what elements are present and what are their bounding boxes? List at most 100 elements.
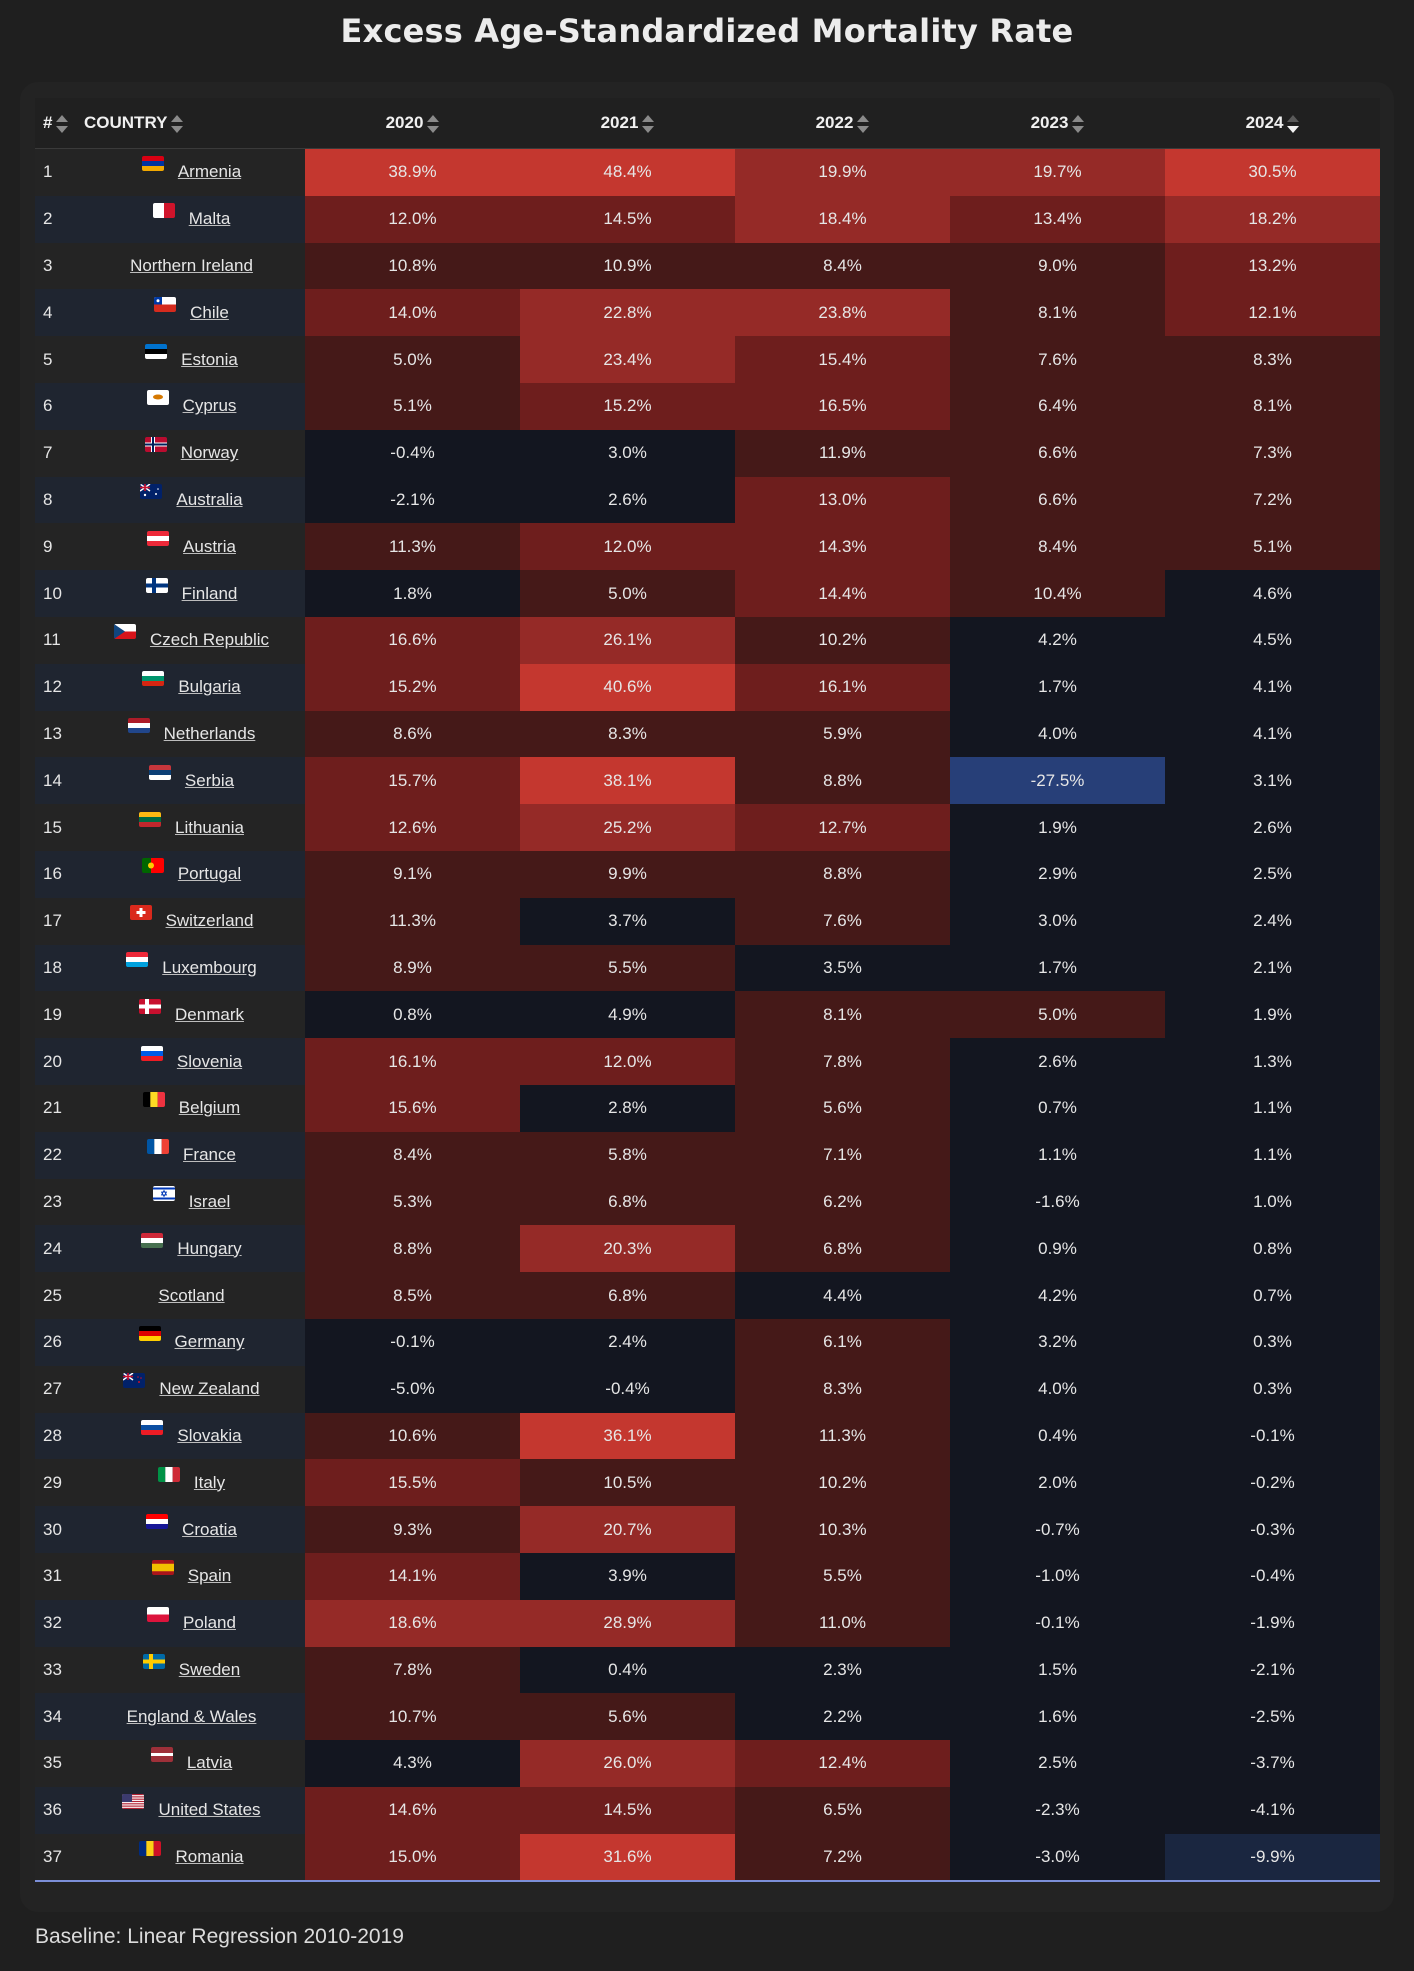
country-cell: Slovenia: [78, 1038, 305, 1085]
value-cell-2020: 0.8%: [305, 991, 520, 1039]
country-link[interactable]: Poland: [183, 1613, 236, 1633]
column-header-rank[interactable]: #: [35, 98, 78, 149]
country-link[interactable]: Netherlands: [163, 723, 256, 743]
country-link[interactable]: Bulgaria: [178, 677, 241, 697]
country-cell: Israel: [78, 1178, 305, 1226]
baseline-note: Baseline: Linear Regression 2010-2019: [35, 1925, 404, 1948]
value-cell-2020: -5.0%: [305, 1365, 520, 1413]
country-link[interactable]: Spain: [187, 1566, 232, 1586]
value-cell-2021: 31.6%: [520, 1833, 735, 1883]
value-cell-2022: 11.9%: [735, 429, 950, 477]
country-link[interactable]: Chile: [190, 302, 229, 322]
country-link[interactable]: Slovenia: [176, 1051, 243, 1071]
sort-icon[interactable]: [1072, 114, 1085, 133]
country-link[interactable]: Australia: [176, 489, 243, 509]
column-header-2020[interactable]: 2020: [305, 98, 520, 149]
table-row: 30 Croatia 9.3% 20.7% 10.3% -0.7% -0.3%: [35, 1506, 1380, 1553]
value-cell-2022: 11.3%: [735, 1412, 950, 1460]
value-cell-2023: 1.7%: [950, 663, 1165, 711]
value-cell-2022: 2.2%: [735, 1693, 950, 1741]
country-link[interactable]: United States: [158, 1800, 261, 1820]
country-link[interactable]: Scotland: [158, 1285, 225, 1305]
country-link[interactable]: Norway: [180, 443, 239, 463]
sort-icon[interactable]: [171, 114, 184, 133]
flag-icon: [147, 1607, 170, 1623]
value-cell-2022: 8.3%: [735, 1365, 950, 1413]
country-link[interactable]: Serbia: [184, 770, 235, 790]
value-cell-2024: 2.4%: [1165, 897, 1380, 945]
country-link[interactable]: Croatia: [182, 1519, 237, 1539]
value-cell-2023: 2.6%: [950, 1038, 1165, 1085]
value-cell-2023: 1.6%: [950, 1693, 1165, 1741]
value-cell-2022: 10.2%: [735, 616, 950, 664]
value-cell-2022: 7.1%: [735, 1131, 950, 1179]
country-cell: Armenia: [78, 148, 305, 196]
value-cell-2022: 12.7%: [735, 804, 950, 851]
sort-icon[interactable]: [56, 114, 69, 133]
column-header-2022[interactable]: 2022: [735, 98, 950, 149]
value-cell-2020: 8.9%: [305, 944, 520, 992]
table-row: 19 Denmark 0.8% 4.9% 8.1% 5.0% 1.9%: [35, 991, 1380, 1039]
sort-icon[interactable]: [857, 114, 870, 133]
country-link[interactable]: Cyprus: [182, 396, 237, 416]
rank-cell: 3: [35, 242, 78, 290]
country-link[interactable]: Slovakia: [177, 1425, 242, 1445]
value-cell-2024: -0.3%: [1165, 1506, 1380, 1553]
rank-cell: 16: [35, 850, 78, 898]
table-row: 23 Israel 5.3% 6.8% 6.2% -1.6% 1.0%: [35, 1178, 1380, 1226]
country-link[interactable]: Belgium: [178, 1098, 241, 1118]
value-cell-2024: 1.0%: [1165, 1178, 1380, 1226]
rank-cell: 35: [35, 1740, 78, 1787]
country-link[interactable]: Northern Ireland: [130, 255, 253, 275]
country-link[interactable]: Lithuania: [174, 817, 244, 837]
value-cell-2023: 0.4%: [950, 1412, 1165, 1460]
country-link[interactable]: England & Wales: [126, 1706, 257, 1726]
country-link[interactable]: Italy: [193, 1472, 226, 1492]
value-cell-2023: -27.5%: [950, 757, 1165, 805]
country-link[interactable]: Armenia: [177, 162, 242, 182]
sort-icon[interactable]: [427, 114, 440, 133]
country-link[interactable]: Czech Republic: [149, 630, 270, 650]
rank-cell: 22: [35, 1131, 78, 1179]
value-cell-2020: 4.3%: [305, 1740, 520, 1787]
country-link[interactable]: Finland: [181, 583, 238, 603]
country-link[interactable]: New Zealand: [159, 1379, 260, 1399]
sort-descending-icon[interactable]: [1287, 114, 1300, 133]
column-header-2023[interactable]: 2023: [950, 98, 1165, 149]
sort-icon[interactable]: [642, 114, 655, 133]
value-cell-2021: 14.5%: [520, 1786, 735, 1834]
value-cell-2021: 40.6%: [520, 663, 735, 711]
column-header-country[interactable]: COUNTRY: [78, 98, 305, 149]
country-cell: Poland: [78, 1599, 305, 1647]
country-link[interactable]: Denmark: [175, 1004, 244, 1024]
value-cell-2022: 5.5%: [735, 1552, 950, 1600]
value-cell-2023: 2.5%: [950, 1740, 1165, 1787]
value-cell-2020: 9.3%: [305, 1506, 520, 1553]
country-link[interactable]: Hungary: [177, 1238, 242, 1258]
country-cell: Malta: [78, 195, 305, 243]
country-link[interactable]: France: [183, 1145, 236, 1165]
country-link[interactable]: Estonia: [181, 349, 238, 369]
country-link[interactable]: Malta: [188, 209, 231, 229]
value-cell-2024: -0.1%: [1165, 1412, 1380, 1460]
value-cell-2022: 3.5%: [735, 944, 950, 992]
value-cell-2020: 16.6%: [305, 616, 520, 664]
country-link[interactable]: Luxembourg: [162, 957, 257, 977]
value-cell-2023: 7.6%: [950, 336, 1165, 383]
country-link[interactable]: Germany: [174, 1332, 245, 1352]
value-cell-2022: 4.4%: [735, 1272, 950, 1319]
rank-cell: 26: [35, 1318, 78, 1366]
country-link[interactable]: Latvia: [186, 1753, 233, 1773]
country-link[interactable]: Portugal: [177, 864, 242, 884]
value-cell-2021: 3.0%: [520, 429, 735, 477]
column-header-2024[interactable]: 2024: [1165, 98, 1380, 149]
value-cell-2021: 5.6%: [520, 1693, 735, 1741]
country-link[interactable]: Austria: [183, 536, 236, 556]
country-link[interactable]: Sweden: [178, 1659, 241, 1679]
country-link[interactable]: Romania: [175, 1847, 244, 1867]
table-header: # COUNTRY 2020 2021 2022 2023 2024: [35, 98, 1380, 149]
country-link[interactable]: Israel: [188, 1191, 231, 1211]
country-link[interactable]: Switzerland: [165, 911, 254, 931]
rank-cell: 28: [35, 1412, 78, 1460]
column-header-2021[interactable]: 2021: [520, 98, 735, 149]
